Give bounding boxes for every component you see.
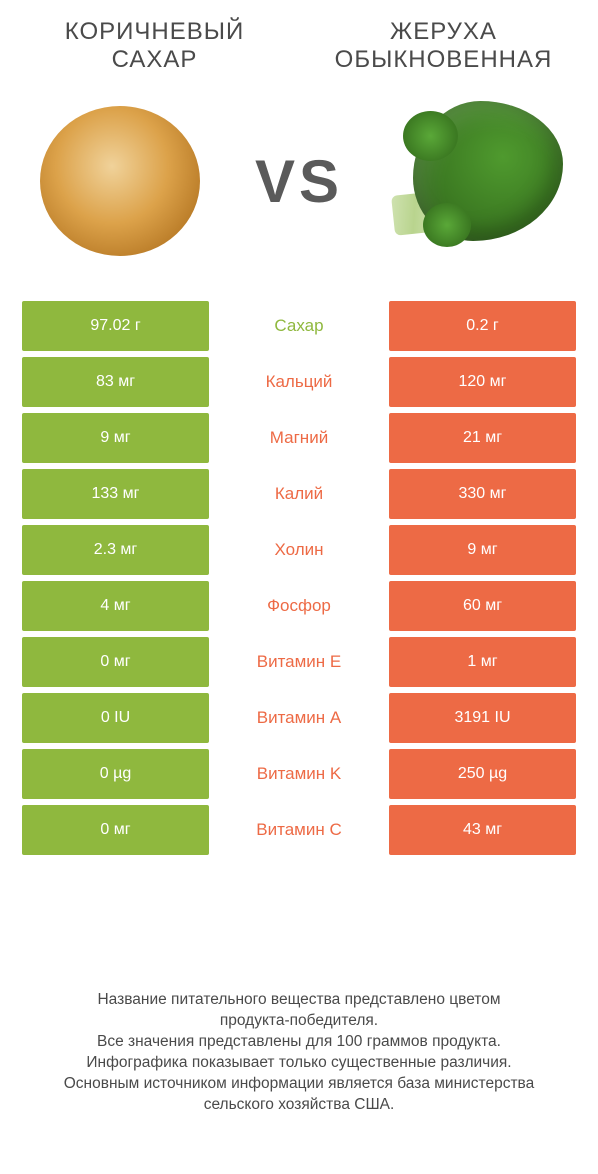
header: КОРИЧНЕВЫЙ САХАР ЖЕРУХА ОБЫКНОВЕННАЯ: [0, 0, 598, 73]
table-row: 0 мгВитамин C43 мг: [22, 805, 576, 855]
table-row: 0 IUВитамин A3191 IU: [22, 693, 576, 743]
nutrient-label: Витамин C: [209, 805, 389, 855]
value-right: 21 мг: [389, 413, 576, 463]
nutrient-label: Магний: [209, 413, 389, 463]
value-left: 4 мг: [22, 581, 209, 631]
footnote: Название питательного вещества представл…: [0, 990, 598, 1116]
value-right: 0.2 г: [389, 301, 576, 351]
footnote-line: продукта-победителя.: [220, 1012, 378, 1029]
value-right: 330 мг: [389, 469, 576, 519]
table-row: 97.02 гСахар0.2 г: [22, 301, 576, 351]
comparison-table: 97.02 гСахар0.2 г83 мгКальций120 мг9 мгМ…: [0, 301, 598, 855]
watercress-illustration: [393, 101, 563, 261]
table-row: 4 мгФосфор60 мг: [22, 581, 576, 631]
brown-sugar-illustration: [40, 106, 200, 256]
table-row: 133 мгКалий330 мг: [22, 469, 576, 519]
value-left: 83 мг: [22, 357, 209, 407]
table-row: 0 µgВитамин K250 µg: [22, 749, 576, 799]
watercress-leaves: [413, 101, 563, 241]
table-row: 83 мгКальций120 мг: [22, 357, 576, 407]
table-row: 2.3 мгХолин9 мг: [22, 525, 576, 575]
footnote-line: сельского хозяйства США.: [204, 1096, 395, 1113]
title-left-line2: САХАР: [112, 46, 198, 73]
nutrient-label: Калий: [209, 469, 389, 519]
nutrient-label: Витамин E: [209, 637, 389, 687]
value-left: 0 µg: [22, 749, 209, 799]
title-left-line1: КОРИЧНЕВЫЙ: [65, 18, 244, 45]
value-left: 9 мг: [22, 413, 209, 463]
value-left: 0 IU: [22, 693, 209, 743]
value-right: 250 µg: [389, 749, 576, 799]
hero-row: VS: [0, 73, 598, 301]
footnote-line: Название питательного вещества представл…: [97, 991, 500, 1008]
value-right: 1 мг: [389, 637, 576, 687]
footnote-line: Все значения представлены для 100 граммо…: [97, 1033, 501, 1050]
nutrient-label: Фосфор: [209, 581, 389, 631]
food-image-left: [30, 91, 210, 271]
nutrient-label: Кальций: [209, 357, 389, 407]
value-right: 43 мг: [389, 805, 576, 855]
food-title-right: ЖЕРУХА ОБЫКНОВЕННАЯ: [299, 18, 588, 73]
value-left: 97.02 г: [22, 301, 209, 351]
vs-label: VS: [255, 147, 343, 216]
value-right: 3191 IU: [389, 693, 576, 743]
value-right: 120 мг: [389, 357, 576, 407]
value-left: 133 мг: [22, 469, 209, 519]
footnote-line: Инфографика показывает только существенн…: [86, 1054, 511, 1071]
table-row: 0 мгВитамин E1 мг: [22, 637, 576, 687]
title-right-line2: ОБЫКНОВЕННАЯ: [335, 46, 553, 73]
value-right: 60 мг: [389, 581, 576, 631]
value-left: 0 мг: [22, 805, 209, 855]
title-right-line1: ЖЕРУХА: [390, 18, 497, 45]
value-right: 9 мг: [389, 525, 576, 575]
table-row: 9 мгМагний21 мг: [22, 413, 576, 463]
nutrient-label: Витамин A: [209, 693, 389, 743]
value-left: 2.3 мг: [22, 525, 209, 575]
nutrient-label: Витамин K: [209, 749, 389, 799]
food-title-left: КОРИЧНЕВЫЙ САХАР: [10, 18, 299, 73]
footnote-line: Основным источником информации является …: [64, 1075, 535, 1092]
food-image-right: [388, 91, 568, 271]
nutrient-label: Холин: [209, 525, 389, 575]
value-left: 0 мг: [22, 637, 209, 687]
nutrient-label: Сахар: [209, 301, 389, 351]
